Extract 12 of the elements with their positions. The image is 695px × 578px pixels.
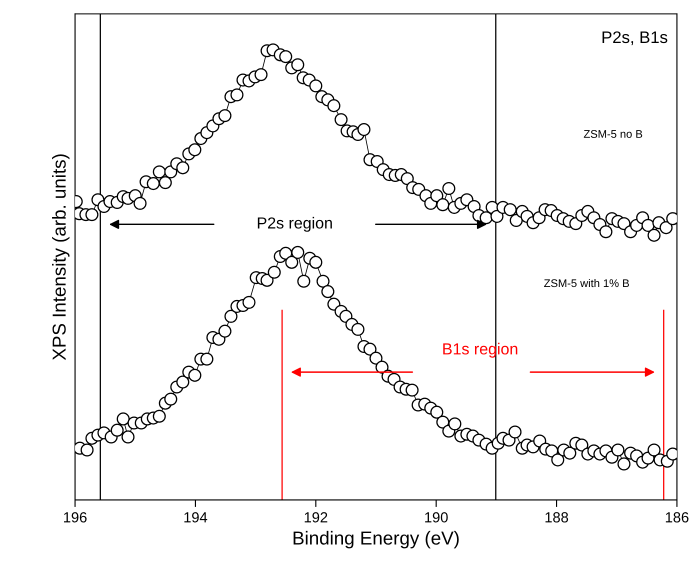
text: P2s, B1s — [602, 31, 668, 46]
x-tick-label: 188 — [546, 512, 568, 522]
x-tick-label: 194 — [184, 512, 208, 522]
x-tick-label: 196 — [64, 512, 87, 522]
annotation: ZSM-5 with 1% B — [544, 278, 629, 288]
x-tick-label: 192 — [304, 512, 328, 522]
annotation: P2s region — [258, 216, 332, 232]
x-tick-label: 190 — [425, 512, 448, 522]
y-axis-title: XPS Intensity (arb. units) — [52, 154, 70, 360]
x-axis-title: Binding Energy (eV) — [294, 530, 459, 548]
x-tick-label: 186 — [666, 512, 688, 522]
annotation: ZSM-5 no B — [584, 130, 642, 138]
